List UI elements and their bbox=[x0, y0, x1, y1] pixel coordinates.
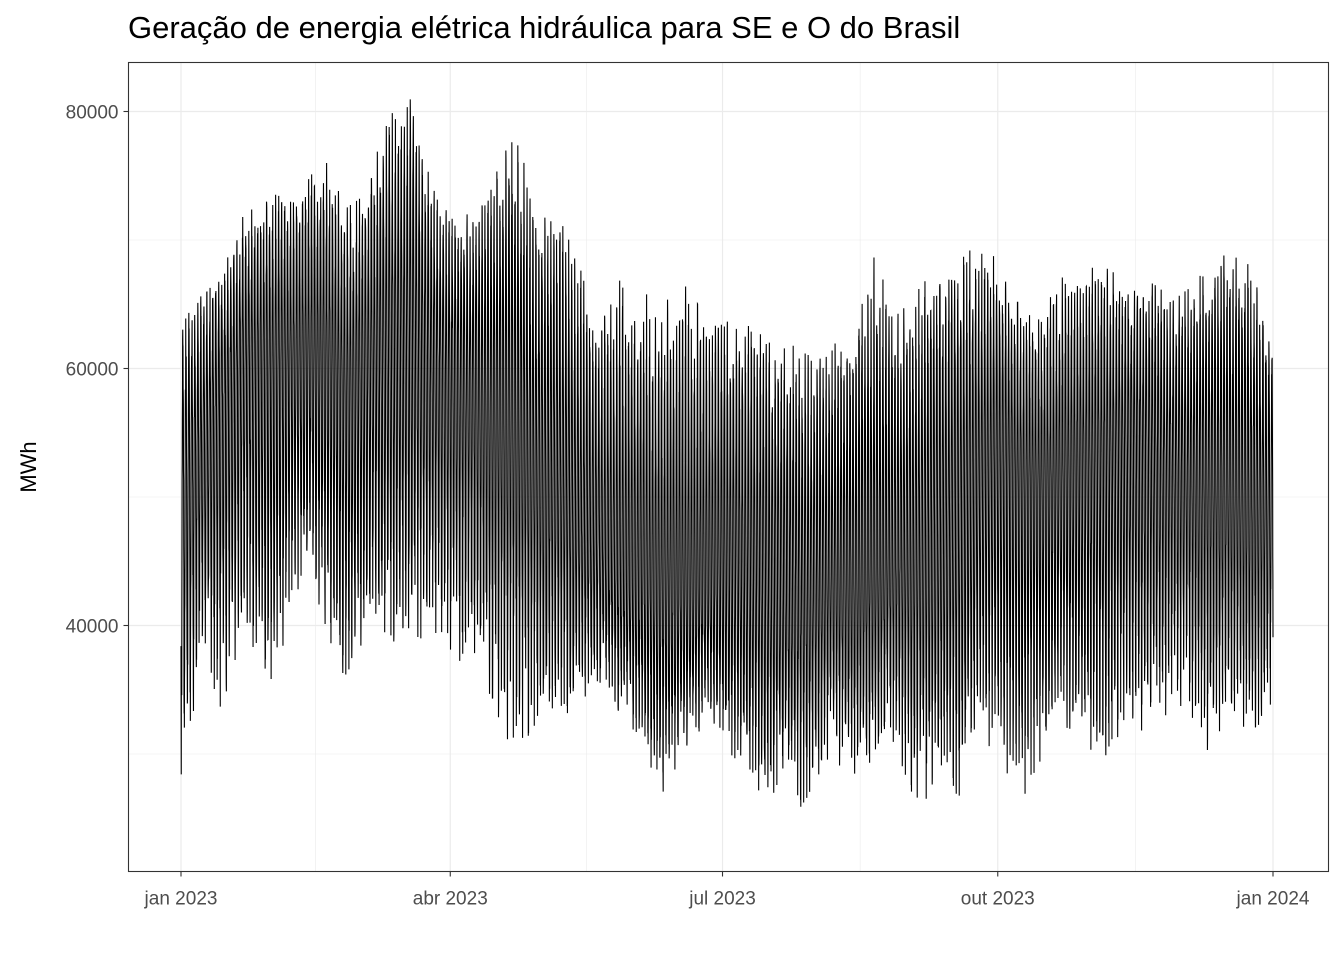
x-tick-label: jan 2024 bbox=[1236, 889, 1310, 910]
y-tick-label: 40000 bbox=[66, 617, 119, 638]
y-axis: 40000 60000 80000 bbox=[66, 103, 129, 638]
hourly-generation-line bbox=[180, 99, 1274, 807]
x-tick-label: out 2023 bbox=[961, 889, 1035, 910]
y-tick-label: 80000 bbox=[66, 103, 119, 124]
y-axis-title: MWh bbox=[16, 441, 41, 492]
x-tick-label: jul 2023 bbox=[688, 889, 756, 910]
x-axis: jan 2023 abr 2023 jul 2023 out 2023 jan 2024 bbox=[144, 871, 1310, 910]
series-line bbox=[180, 99, 1274, 807]
x-tick-label: abr 2023 bbox=[413, 889, 488, 910]
y-tick-label: 60000 bbox=[66, 360, 119, 381]
chart-title: Geração de energia elétrica hidráulica p… bbox=[128, 10, 961, 45]
x-tick-label: jan 2023 bbox=[144, 889, 218, 910]
plot-panel-border bbox=[127, 61, 1330, 873]
